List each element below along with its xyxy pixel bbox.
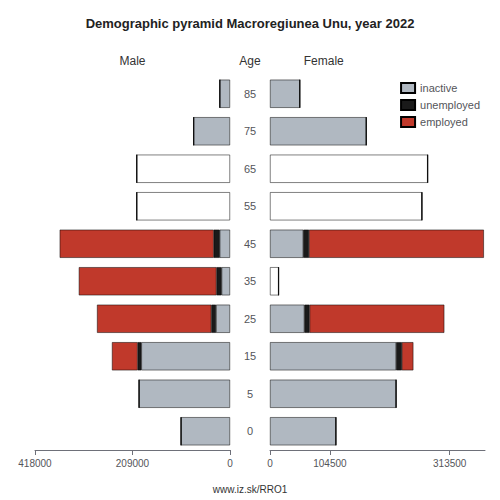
svg-text:25: 25 bbox=[244, 313, 256, 325]
svg-text:418000: 418000 bbox=[18, 458, 52, 469]
svg-text:65: 65 bbox=[244, 163, 256, 175]
svg-text:75: 75 bbox=[244, 125, 256, 137]
svg-text:employed: employed bbox=[420, 116, 468, 128]
svg-text:45: 45 bbox=[244, 238, 256, 250]
svg-text:Female: Female bbox=[304, 54, 344, 68]
svg-text:Male: Male bbox=[119, 54, 145, 68]
svg-text:Demographic pyramid Macroregiu: Demographic pyramid Macroregiunea Unu, y… bbox=[86, 16, 415, 31]
svg-text:www.iz.sk/RRO1: www.iz.sk/RRO1 bbox=[212, 484, 288, 495]
svg-text:inactive: inactive bbox=[420, 82, 457, 94]
svg-text:55: 55 bbox=[244, 200, 256, 212]
svg-text:104500: 104500 bbox=[313, 458, 347, 469]
svg-text:35: 35 bbox=[244, 275, 256, 287]
svg-text:209000: 209000 bbox=[116, 458, 150, 469]
svg-text:Age: Age bbox=[239, 54, 261, 68]
svg-text:85: 85 bbox=[244, 88, 256, 100]
svg-text:0: 0 bbox=[227, 458, 233, 469]
svg-text:5: 5 bbox=[247, 388, 253, 400]
svg-text:0: 0 bbox=[267, 458, 273, 469]
svg-text:0: 0 bbox=[247, 425, 253, 437]
svg-text:313500: 313500 bbox=[433, 458, 467, 469]
svg-text:unemployed: unemployed bbox=[420, 99, 480, 111]
svg-text:15: 15 bbox=[244, 350, 256, 362]
